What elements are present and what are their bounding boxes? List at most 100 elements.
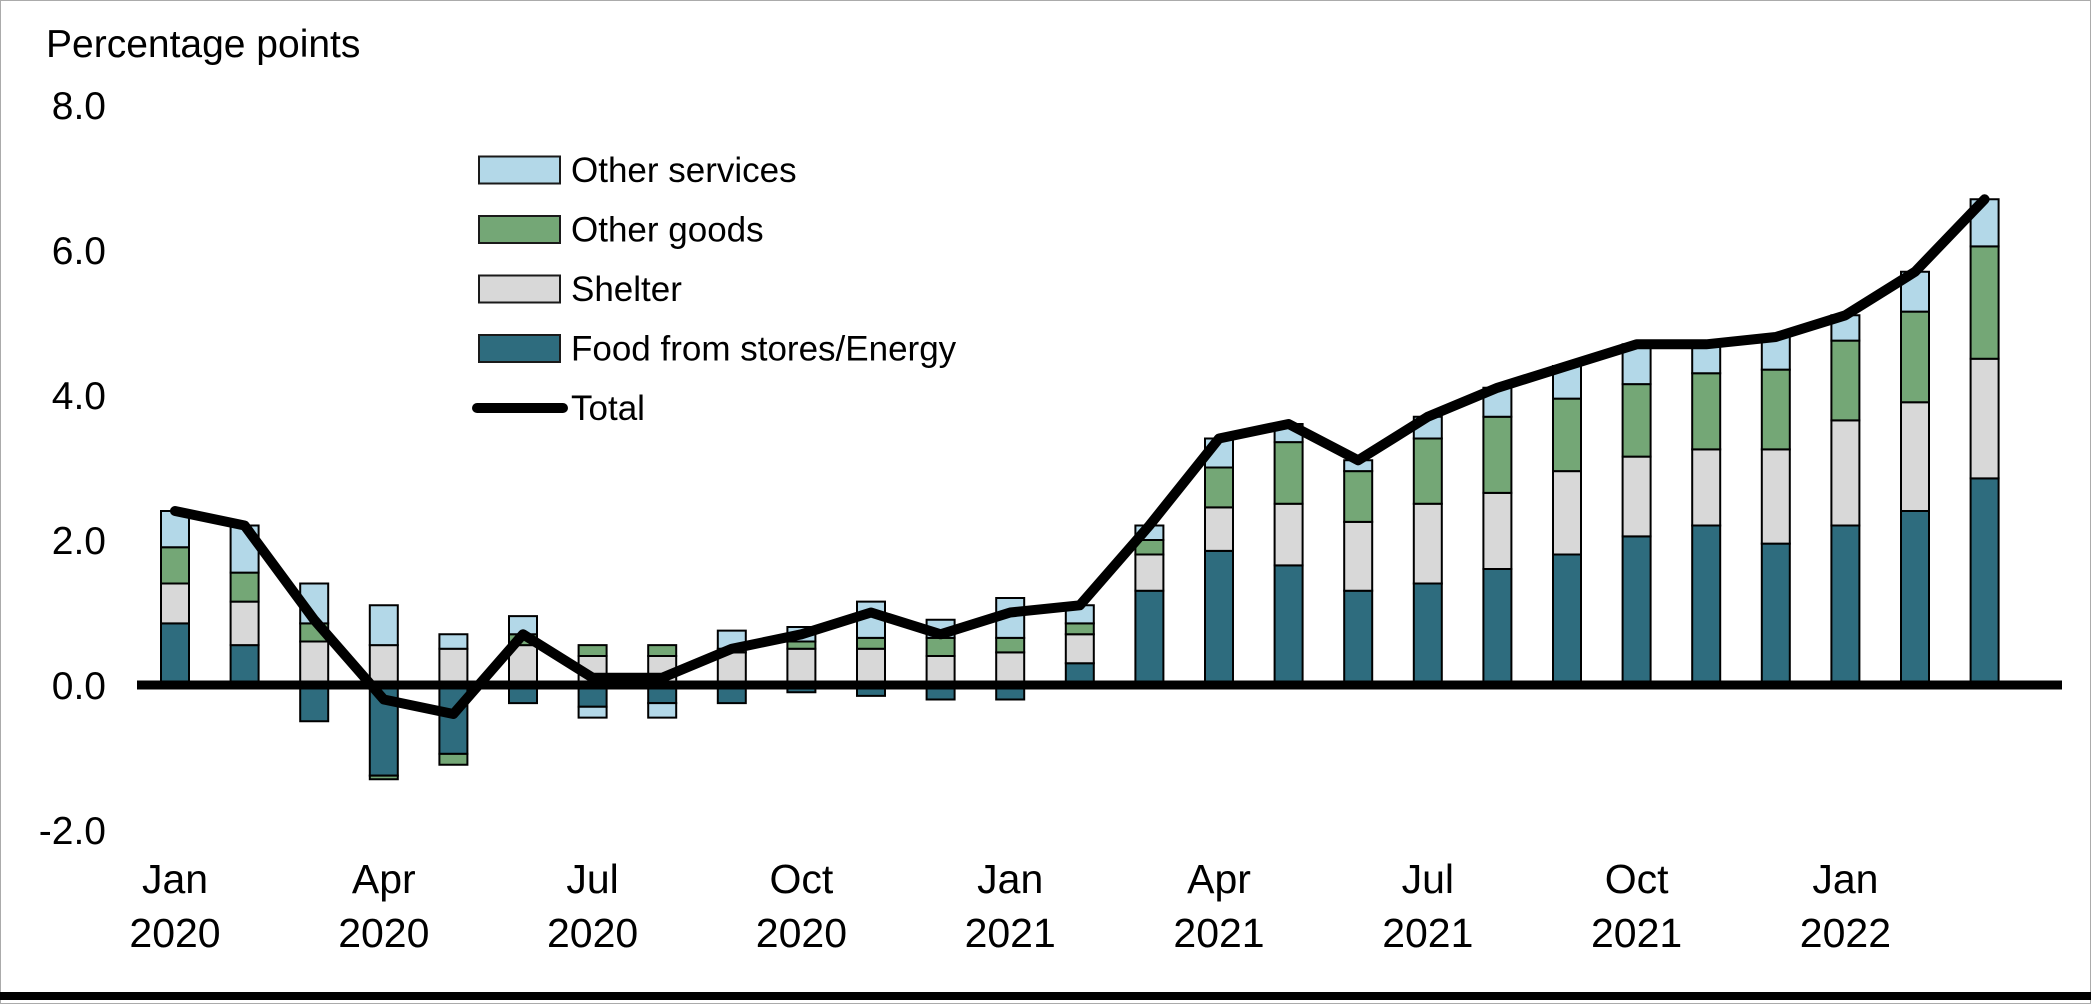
x-tick-year-label: 2021	[1382, 910, 1473, 956]
bar-segment	[1482, 415, 1513, 494]
bar-segment	[995, 636, 1026, 654]
legend-label: Total	[571, 389, 645, 428]
bar-segment	[1830, 524, 1861, 686]
bar-segment	[1969, 198, 2000, 248]
bar-segment	[786, 647, 817, 686]
bar-segment	[1830, 339, 1861, 422]
bar-segment	[1482, 568, 1513, 686]
legend-swatch	[478, 155, 561, 185]
legend-swatch	[478, 334, 561, 363]
legend-swatch	[478, 274, 561, 304]
bar-segment	[1760, 448, 1791, 545]
bar-segment	[925, 636, 956, 657]
legend-label: Other goods	[571, 211, 764, 250]
bar-segment	[229, 571, 260, 603]
x-tick-year-label: 2021	[1591, 910, 1682, 956]
x-tick-year-label: 2020	[129, 910, 220, 956]
legend-item: Food from stores/Energy	[478, 330, 957, 369]
bar-segment	[1900, 510, 1930, 686]
bar-segment	[1204, 506, 1234, 552]
bar-segment	[1412, 502, 1443, 585]
bar-segment	[1412, 437, 1443, 505]
bar-segment	[925, 655, 956, 686]
bar-segment	[1900, 401, 1930, 512]
bar-segment	[856, 636, 886, 650]
bar-segment	[1552, 470, 1582, 556]
legend-item: Other goods	[478, 211, 764, 250]
bar-segment	[1482, 491, 1513, 570]
bar-segment	[368, 774, 399, 781]
bar-segment	[1621, 535, 1652, 686]
bar-segment	[160, 546, 190, 585]
y-tick-label: 8.0	[52, 85, 106, 128]
bar-segment	[1204, 549, 1234, 686]
bar-segment	[647, 702, 678, 719]
bar-segment	[786, 640, 817, 650]
bar-segment	[1064, 633, 1095, 665]
bar-segment	[1134, 553, 1165, 592]
bar-segment	[1064, 622, 1095, 636]
bar-segment	[1691, 372, 1722, 451]
x-tick-year-label: 2020	[756, 910, 847, 956]
bar-segment	[299, 684, 330, 723]
y-tick-label: 0.0	[52, 665, 106, 708]
bar-segment	[1691, 524, 1722, 686]
x-tick-year-label: 2022	[1800, 910, 1891, 956]
bar-segment	[647, 644, 678, 657]
bar-segment	[1343, 589, 1374, 686]
total-line	[170, 194, 1990, 719]
bar-segment	[1343, 470, 1374, 523]
bar-segment	[1273, 564, 1304, 686]
bar-segment	[229, 644, 260, 686]
bar-segment	[1760, 542, 1791, 686]
chart-title: Percentage points	[46, 23, 360, 66]
x-tick-month-label: Jul	[1402, 856, 1454, 902]
legend-label: Shelter	[571, 270, 682, 309]
y-axis: 8.0 6.0 4.0 2.0 0.0 -2.0	[39, 85, 106, 853]
x-tick-month-label: Jan	[977, 856, 1043, 902]
bar-segment	[368, 604, 399, 647]
x-tick-month-label: Jan	[1812, 856, 1878, 902]
bar-segment	[438, 647, 469, 686]
bar-segment	[1343, 520, 1374, 592]
bar-segment	[160, 582, 190, 625]
bar-segment	[1273, 441, 1304, 505]
bar-segment	[299, 640, 330, 686]
x-tick-month-label: Oct	[770, 856, 834, 902]
y-tick-label: 4.0	[52, 375, 106, 418]
x-tick-year-label: 2021	[1173, 910, 1264, 956]
bar-segment	[577, 644, 608, 657]
legend-item: Total	[472, 389, 645, 428]
x-tick-month-label: Apr	[352, 856, 416, 902]
bar-segment	[368, 644, 399, 686]
legend: Other services Other goods Shelter Food fro…	[472, 151, 957, 428]
x-axis: Jan 2020 Apr 2020 Jul 2020 Oct 2020 Jan 2021 Apr 20…	[129, 856, 1891, 956]
bar-segment	[1900, 310, 1930, 404]
bar-segment	[856, 647, 886, 686]
x-tick-month-label: Jan	[142, 856, 208, 902]
bar-segment	[1830, 419, 1861, 527]
bar-segment	[1760, 368, 1791, 451]
bar-segment	[1969, 357, 2000, 480]
x-tick-month-label: Apr	[1187, 856, 1251, 902]
x-tick-year-label: 2020	[338, 910, 429, 956]
bar-segment	[438, 633, 469, 650]
x-tick-year-label: 2020	[547, 910, 638, 956]
legend-swatch	[478, 215, 561, 244]
y-tick-label: -2.0	[39, 810, 106, 853]
bar-segment	[229, 600, 260, 647]
legend-label: Other services	[571, 151, 797, 190]
bars-group	[160, 198, 2000, 781]
bar-segment	[1691, 448, 1722, 527]
y-tick-label: 6.0	[52, 230, 106, 273]
bottom-rule	[0, 992, 2091, 1000]
bar-segment	[1969, 477, 2000, 686]
bar-segment	[1204, 466, 1234, 509]
bar-segment	[1552, 553, 1582, 686]
legend-item: Other services	[478, 151, 797, 190]
bar-segment	[1969, 245, 2000, 360]
x-tick-month-label: Oct	[1605, 856, 1669, 902]
x-tick-year-label: 2021	[965, 910, 1056, 956]
